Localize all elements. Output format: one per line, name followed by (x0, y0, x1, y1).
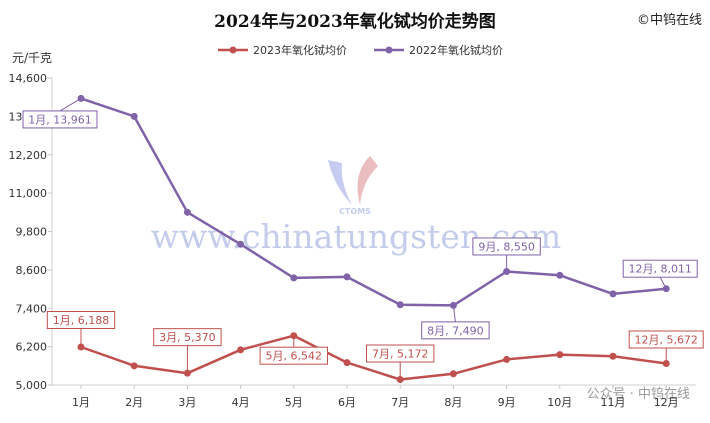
data-point (503, 355, 511, 363)
data-point (130, 362, 138, 370)
data-label: 3月, 5,370 (159, 331, 215, 344)
x-tick-label: 3月 (178, 396, 196, 409)
series-line-2022 (80, 97, 667, 307)
x-tick-label: 1月 (72, 396, 90, 409)
data-point (343, 359, 351, 367)
data-point (556, 271, 564, 279)
y-tick-label: 5,000 (16, 379, 48, 392)
data-label: 7月, 5,172 (372, 347, 428, 360)
callout-box (259, 346, 329, 365)
data-label: 9月, 8,550 (478, 240, 534, 253)
y-tick-label: 7,400 (16, 302, 48, 315)
x-tick-label: 5月 (285, 396, 303, 409)
x-tick-label: 8月 (444, 396, 462, 409)
callout-box (628, 330, 704, 349)
callout-box (22, 110, 98, 129)
x-tick-label: 2月 (125, 396, 143, 409)
callout-box (46, 311, 116, 330)
watermark-footer: 公众号 · 中钨在线 (587, 386, 690, 402)
data-label: 5月, 6,542 (266, 350, 322, 363)
series-line-2023 (80, 334, 667, 381)
logo-shape-right (357, 156, 378, 205)
data-point (183, 208, 191, 216)
logo-text: CTOMS (339, 207, 371, 216)
x-tick-label: 4月 (232, 396, 250, 409)
data-point (237, 240, 245, 248)
data-point (449, 370, 457, 378)
plot-area (77, 94, 670, 383)
x-tick-label: 11月 (601, 396, 626, 409)
chart-title: 2024年与2023年氧化铽均价走势图 (214, 11, 496, 32)
data-labels: 1月, 13,961 8月, 7,490 9月, 8,550 12月, 8,011 1月… (22, 98, 704, 380)
logo-shape-left (328, 160, 352, 205)
y-axis-unit-label: 元/千克 (12, 51, 52, 65)
data-label: 1月, 6,188 (53, 314, 109, 327)
callout-box (153, 328, 222, 347)
x-tick-label: 10月 (547, 396, 572, 409)
callout-box (421, 321, 490, 340)
y-tick-label: 14,600 (9, 72, 48, 85)
data-point (130, 112, 138, 120)
data-label: 12月, 8,011 (628, 263, 691, 276)
data-point (609, 352, 617, 360)
callout-box (622, 259, 698, 278)
legend-marker (229, 46, 237, 54)
callout-box (472, 237, 541, 256)
data-point (396, 301, 404, 309)
data-point (343, 273, 351, 281)
data-label: 8月, 7,490 (427, 324, 483, 337)
legend-label: 2022年氧化铽均价 (409, 43, 503, 57)
data-label: 1月, 13,961 (28, 113, 91, 126)
x-tick-label: 9月 (498, 396, 516, 409)
data-label: 12月, 5,672 (634, 334, 697, 347)
x-tick-label: 7月 (391, 396, 409, 409)
data-point (290, 274, 298, 282)
y-tick-label: 11,000 (9, 187, 48, 200)
data-point (609, 290, 617, 298)
callout-leader (452, 305, 456, 322)
callout-leader (659, 276, 667, 289)
legend-marker (385, 46, 393, 54)
y-tick-label: 8,600 (16, 264, 48, 277)
watermark-logo: CTOMS (328, 156, 378, 216)
data-point (237, 346, 245, 354)
callout-box (366, 344, 435, 363)
y-tick-label: 9,800 (16, 226, 48, 239)
legend: 2023年氧化铽均价 2022年氧化铽均价 (218, 43, 503, 57)
x-tick-label: 12月 (654, 396, 679, 409)
x-tick-label: 6月 (338, 396, 356, 409)
y-tick-label: 12,200 (9, 149, 48, 162)
copyright-label: ©中钨在线 (637, 12, 702, 28)
callout-leader (59, 98, 82, 112)
y-tick-label: 6,200 (16, 341, 48, 354)
data-point (556, 351, 564, 359)
legend-label: 2023年氧化铽均价 (253, 43, 347, 57)
